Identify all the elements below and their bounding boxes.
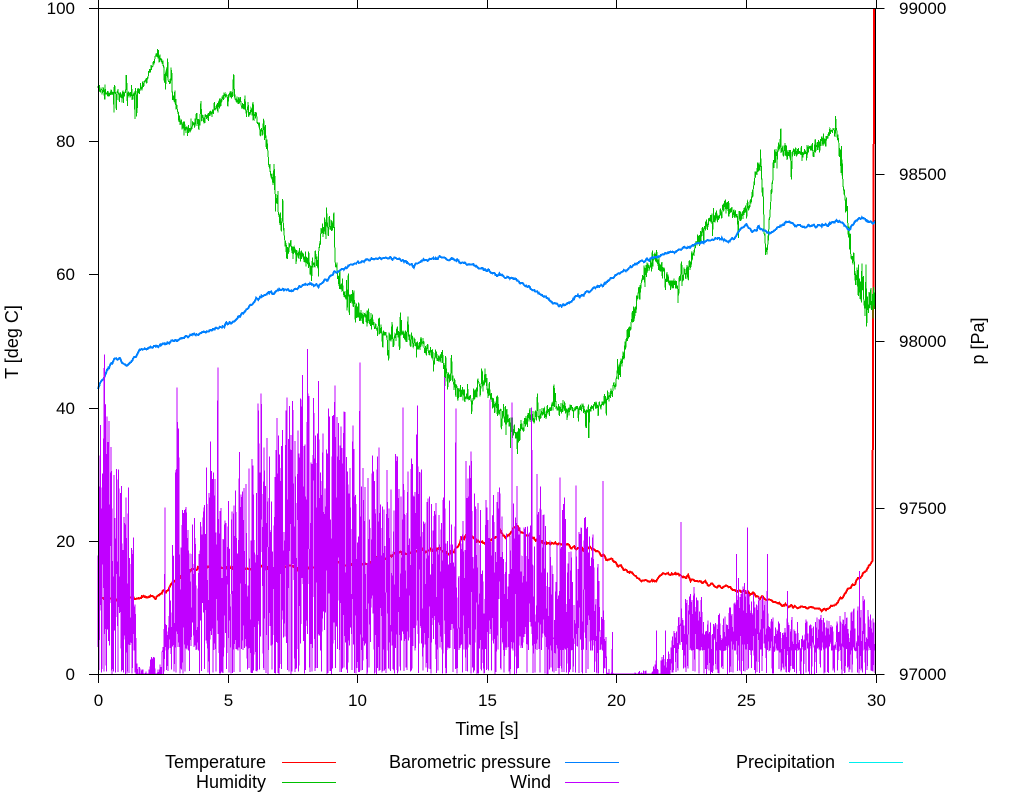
- svg-text:Temperature: Temperature: [165, 752, 266, 772]
- svg-text:Humidity: Humidity: [196, 772, 266, 792]
- svg-text:97500: 97500: [899, 499, 946, 518]
- svg-text:0: 0: [66, 665, 75, 684]
- svg-text:99000: 99000: [899, 0, 946, 18]
- svg-text:Time [s]: Time [s]: [455, 719, 518, 739]
- svg-text:20: 20: [56, 532, 75, 551]
- svg-text:T [deg C]: T [deg C]: [2, 305, 22, 379]
- svg-text:98500: 98500: [899, 165, 946, 184]
- svg-text:15: 15: [478, 691, 497, 710]
- svg-text:Barometric pressure: Barometric pressure: [389, 752, 551, 772]
- svg-text:30: 30: [867, 691, 886, 710]
- svg-text:80: 80: [56, 132, 75, 151]
- svg-text:Precipitation: Precipitation: [736, 752, 835, 772]
- svg-text:40: 40: [56, 399, 75, 418]
- svg-text:20: 20: [607, 691, 626, 710]
- svg-text:5: 5: [224, 691, 233, 710]
- svg-text:97000: 97000: [899, 665, 946, 684]
- svg-text:Wind: Wind: [510, 772, 551, 792]
- svg-text:p [Pa]: p [Pa]: [968, 317, 988, 364]
- svg-text:60: 60: [56, 265, 75, 284]
- svg-text:100: 100: [47, 0, 75, 18]
- svg-text:10: 10: [348, 691, 367, 710]
- svg-text:98000: 98000: [899, 332, 946, 351]
- svg-text:0: 0: [94, 691, 103, 710]
- svg-text:25: 25: [737, 691, 756, 710]
